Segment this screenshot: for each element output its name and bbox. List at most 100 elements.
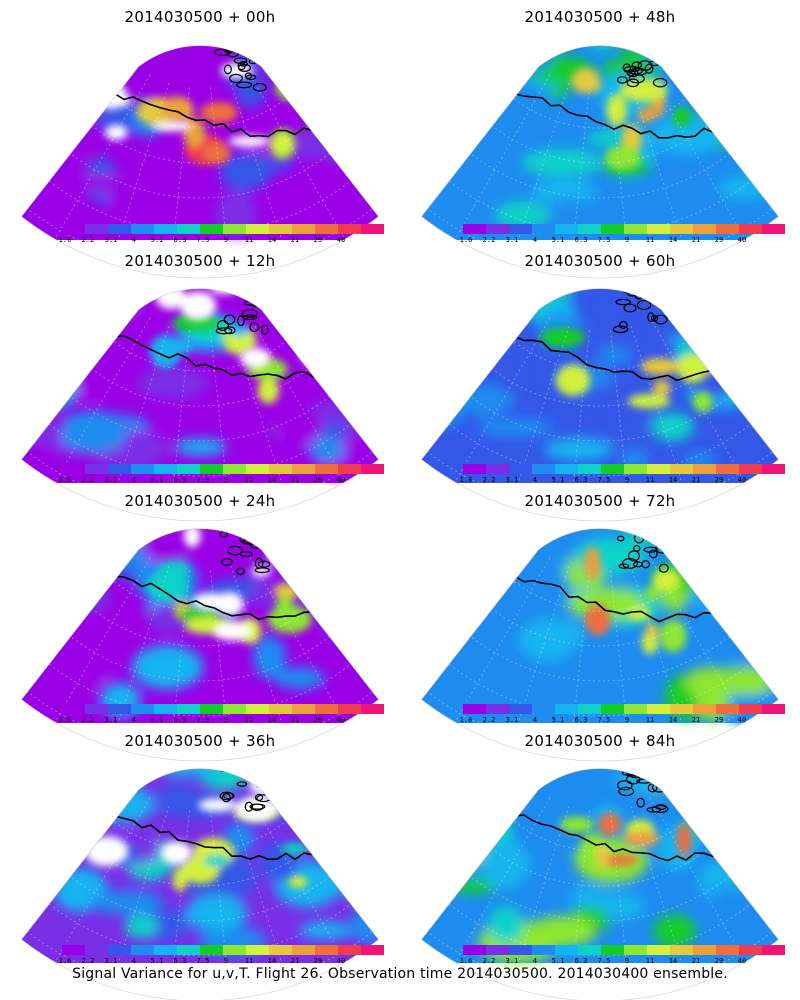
colorbar-swatch (670, 464, 693, 474)
colorbar-tick-label: 5.1 (551, 476, 565, 484)
colorbar-swatch (762, 224, 785, 234)
colorbar-tick-label: 4 (532, 957, 538, 965)
colorbar-swatch (693, 704, 716, 714)
colorbar-swatch (62, 945, 85, 955)
colorbar-tick-label: 7.5 (196, 716, 210, 724)
colorbar-swatch (647, 224, 670, 234)
colorbar-swatch (62, 464, 85, 474)
colorbar-swatch (463, 224, 486, 234)
colorbar-tick-label: 5.1 (551, 957, 565, 965)
colorbar-swatch (108, 224, 131, 234)
colorbar-tick-label: 6.3 (173, 957, 187, 965)
colorbar-swatch (762, 464, 785, 474)
colorbar-swatch (62, 704, 85, 714)
colorbar-swatch (486, 224, 509, 234)
colorbar-swatch (601, 224, 624, 234)
colorbar-swatch (463, 945, 486, 955)
colorbar-tick-label: 21 (691, 476, 701, 484)
colorbar-tick-label: 7.5 (196, 236, 210, 244)
colorbar-tick-label: 21 (290, 716, 300, 724)
colorbar-swatch (361, 704, 384, 714)
colorbar-labels: 1.6 2.2 3.1 4 5.1 6.3 7.5 9 11 14 21 29 40 (459, 476, 785, 486)
colorbar-tick-label: 5.1 (150, 476, 164, 484)
colorbar-swatch (670, 945, 693, 955)
colorbar-tick-label: 7.5 (597, 957, 611, 965)
colorbar-tick-label: 2.2 (482, 957, 496, 965)
colorbar-tick-label: 29 (714, 957, 724, 965)
colorbar-tick-label: 2.2 (81, 957, 95, 965)
colorbar-swatch (177, 704, 200, 714)
colorbar-swatch (693, 224, 716, 234)
colorbar-swatch (361, 464, 384, 474)
colorbar-swatch (486, 704, 509, 714)
colorbar-tick-label: 1.6 (459, 716, 473, 724)
colorbar-tick-label: 40 (336, 236, 346, 244)
colorbar-tick-label: 40 (336, 716, 346, 724)
colorbar-swatch (292, 945, 315, 955)
colorbar (463, 704, 785, 714)
colorbar-tick-label: 29 (313, 957, 323, 965)
colorbar-tick-label: 7.5 (597, 716, 611, 724)
colorbar-swatch (555, 224, 578, 234)
colorbar-tick-label: 4 (131, 716, 137, 724)
colorbar-tick-label: 40 (737, 716, 747, 724)
colorbar-tick-label: 9 (223, 476, 229, 484)
colorbar-swatch (739, 945, 762, 955)
colorbar-swatch (269, 464, 292, 474)
colorbar-swatch (601, 464, 624, 474)
colorbar-swatch (486, 464, 509, 474)
colorbar-tick-label: 21 (290, 236, 300, 244)
colorbar-swatch (154, 945, 177, 955)
colorbar-tick-label: 2.2 (81, 476, 95, 484)
colorbar-swatch (670, 704, 693, 714)
colorbar-tick-label: 40 (737, 957, 747, 965)
colorbar-swatch (532, 464, 555, 474)
colorbar-tick-label: 40 (737, 476, 747, 484)
colorbar-swatch (292, 704, 315, 714)
colorbar-swatch (578, 704, 601, 714)
colorbar-swatch (200, 704, 223, 714)
colorbar (62, 704, 384, 714)
colorbar-swatch (62, 224, 85, 234)
colorbar-swatch (578, 224, 601, 234)
colorbar-tick-label: 3.1 (104, 957, 118, 965)
panel-title-84h: 2014030500 + 84h (524, 732, 676, 750)
colorbar-tick-label: 1.6 (459, 476, 473, 484)
colorbar-tick-label: 9 (624, 236, 630, 244)
colorbar-tick-label: 6.3 (173, 476, 187, 484)
colorbar-tick-label: 14 (267, 236, 277, 244)
colorbar-swatch (85, 704, 108, 714)
colorbar-swatch (647, 464, 670, 474)
colorbar-swatch (131, 224, 154, 234)
colorbar-tick-label: 5.1 (551, 236, 565, 244)
colorbar-labels: 1.6 2.2 3.1 4 5.1 6.3 7.5 9 11 14 21 29 40 (59, 957, 384, 967)
colorbar-swatch (624, 704, 647, 714)
colorbar-tick-label: 2.2 (81, 716, 95, 724)
colorbar-swatch (246, 704, 269, 714)
colorbar-swatch (716, 224, 739, 234)
colorbar-swatch (85, 945, 108, 955)
colorbar-tick-label: 29 (714, 236, 724, 244)
colorbar-swatch (246, 224, 269, 234)
colorbar-swatch (624, 945, 647, 955)
colorbar-swatch (509, 945, 532, 955)
colorbar-swatch (177, 224, 200, 234)
colorbar-tick-label: 40 (737, 236, 747, 244)
colorbar-swatch (108, 945, 131, 955)
colorbar-swatch (315, 224, 338, 234)
colorbar-swatch (200, 224, 223, 234)
colorbar-tick-label: 14 (668, 716, 678, 724)
colorbar-tick-label: 3.1 (505, 476, 519, 484)
colorbar-tick-label: 5.1 (150, 236, 164, 244)
colorbar-tick-label: 40 (336, 476, 346, 484)
colorbar-swatch (269, 704, 292, 714)
panel-title-12h: 2014030500 + 12h (124, 252, 276, 270)
figure-caption: Signal Variance for u,v,T. Flight 26. Ob… (72, 966, 728, 982)
colorbar-swatch (693, 945, 716, 955)
colorbar-swatch (338, 464, 361, 474)
panel-title-24h: 2014030500 + 24h (124, 492, 276, 510)
colorbar-swatch (108, 704, 131, 714)
colorbar-tick-label: 6.3 (574, 957, 588, 965)
colorbar-tick-label: 3.1 (505, 957, 519, 965)
colorbar-tick-label: 4 (532, 236, 538, 244)
